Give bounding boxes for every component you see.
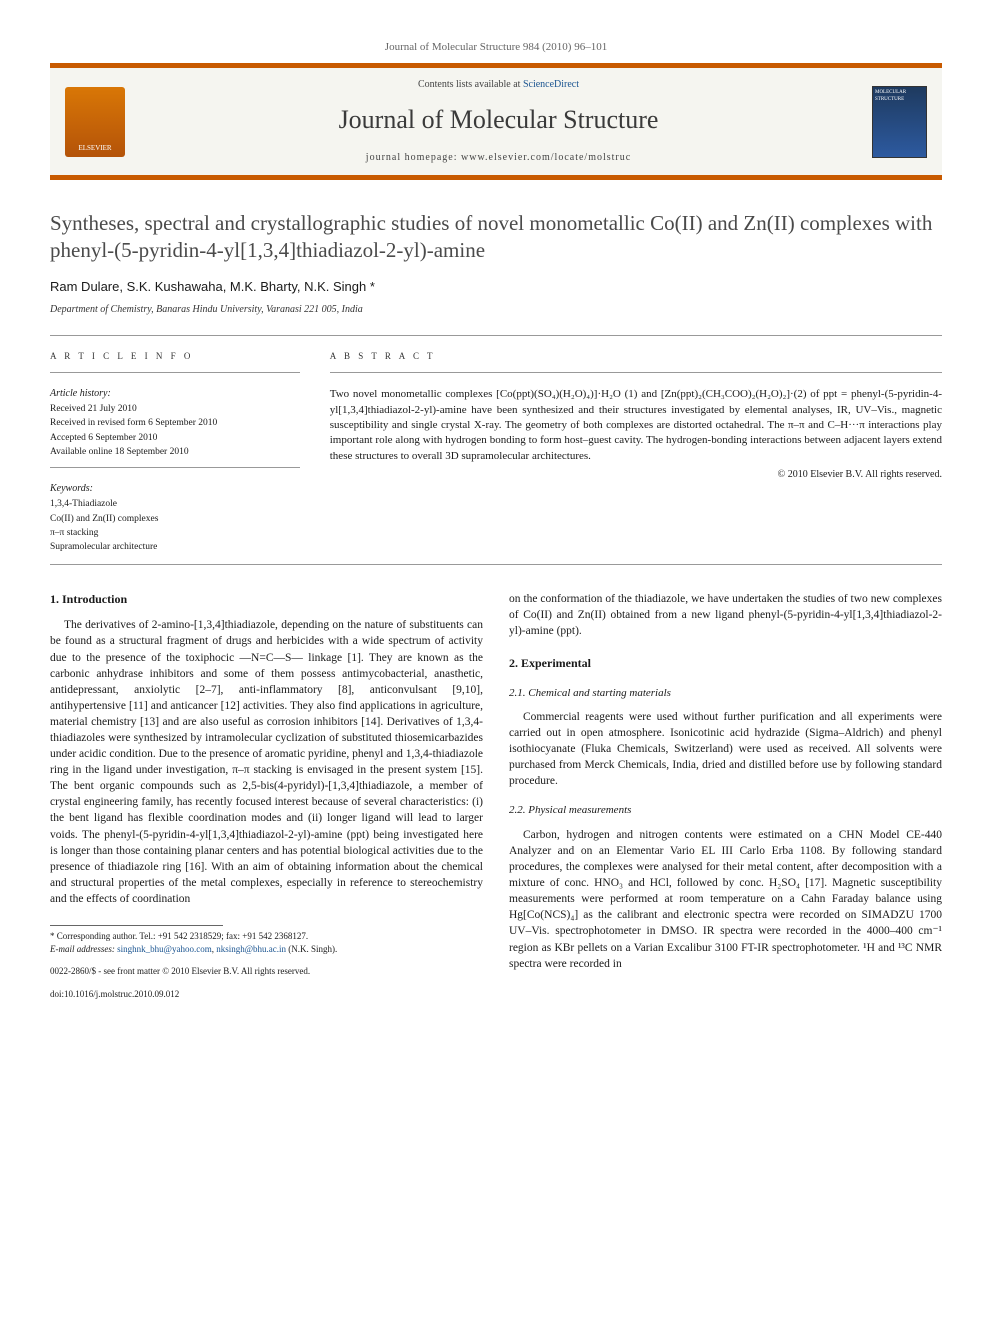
journal-reference: Journal of Molecular Structure 984 (2010… (50, 40, 942, 55)
authors: Ram Dulare, S.K. Kushawaha, M.K. Bharty,… (50, 278, 942, 296)
intro-heading: 1. Introduction (50, 591, 483, 608)
divider (50, 564, 942, 565)
front-matter: 0022-2860/$ - see front matter © 2010 El… (50, 965, 483, 978)
received-date: Received 21 July 2010 (50, 403, 300, 416)
corresponding-author: * Corresponding author. Tel.: +91 542 23… (50, 930, 483, 943)
subsection-21: 2.1. Chemical and starting materials (509, 686, 942, 701)
article-title: Syntheses, spectral and crystallographic… (50, 210, 942, 265)
divider (330, 372, 942, 373)
journal-title: Journal of Molecular Structure (140, 102, 857, 138)
keyword: Co(II) and Zn(II) complexes (50, 513, 300, 526)
keyword: Supramolecular architecture (50, 541, 300, 554)
intro-continuation: on the conformation of the thiadiazole, … (509, 591, 942, 639)
abstract: A B S T R A C T Two novel monometallic c… (330, 350, 942, 556)
doi: doi:10.1016/j.molstruc.2010.09.012 (50, 988, 483, 1001)
sciencedirect-link[interactable]: ScienceDirect (523, 79, 579, 90)
experimental-heading: 2. Experimental (509, 655, 942, 672)
affiliation: Department of Chemistry, Banaras Hindu U… (50, 303, 942, 317)
email-label: E-mail addresses: (50, 944, 117, 954)
abstract-text: Two novel monometallic complexes [Co(ppt… (330, 387, 942, 464)
left-column: 1. Introduction The derivatives of 2-ami… (50, 591, 483, 1001)
copyright: © 2010 Elsevier B.V. All rights reserved… (330, 468, 942, 482)
journal-homepage: journal homepage: www.elsevier.com/locat… (140, 151, 857, 165)
contents-prefix: Contents lists available at (418, 79, 523, 90)
subsection-22: 2.2. Physical measurements (509, 803, 942, 818)
accepted-date: Accepted 6 September 2010 (50, 432, 300, 445)
contents-available: Contents lists available at ScienceDirec… (140, 78, 857, 92)
article-info-label: A R T I C L E I N F O (50, 350, 300, 363)
keyword: 1,3,4-Thiadiazole (50, 498, 300, 511)
info-abstract-row: A R T I C L E I N F O Article history: R… (50, 350, 942, 556)
intro-paragraph: The derivatives of 2-amino-[1,3,4]thiadi… (50, 617, 483, 907)
header-center: Contents lists available at ScienceDirec… (140, 78, 857, 164)
history-label: Article history: (50, 387, 300, 401)
email-link[interactable]: singhnk_bhu@yahoo.com (117, 944, 212, 954)
keywords-label: Keywords: (50, 482, 300, 496)
footnote-separator (50, 925, 223, 926)
homepage-prefix: journal homepage: (366, 152, 461, 163)
journal-header: ELSEVIER Contents lists available at Sci… (50, 63, 942, 179)
elsevier-logo: ELSEVIER (65, 87, 125, 157)
right-column: on the conformation of the thiadiazole, … (509, 591, 942, 1001)
journal-cover-thumb: MOLECULAR STRUCTURE (872, 86, 927, 158)
keyword: π–π stacking (50, 527, 300, 540)
email-footnote: E-mail addresses: singhnk_bhu@yahoo.com,… (50, 943, 483, 956)
divider (50, 372, 300, 373)
revised-date: Received in revised form 6 September 201… (50, 417, 300, 430)
divider (50, 335, 942, 336)
subsection-22-text: Carbon, hydrogen and nitrogen contents w… (509, 827, 942, 972)
abstract-label: A B S T R A C T (330, 350, 942, 363)
email-link[interactable]: nksingh@bhu.ac.in (216, 944, 286, 954)
body-columns: 1. Introduction The derivatives of 2-ami… (50, 591, 942, 1001)
homepage-url[interactable]: www.elsevier.com/locate/molstruc (461, 152, 631, 163)
online-date: Available online 18 September 2010 (50, 446, 300, 459)
divider (50, 467, 300, 468)
subsection-21-text: Commercial reagents were used without fu… (509, 709, 942, 789)
email-suffix: (N.K. Singh). (286, 944, 337, 954)
article-info: A R T I C L E I N F O Article history: R… (50, 350, 300, 556)
keywords-block: Keywords: 1,3,4-Thiadiazole Co(II) and Z… (50, 482, 300, 554)
